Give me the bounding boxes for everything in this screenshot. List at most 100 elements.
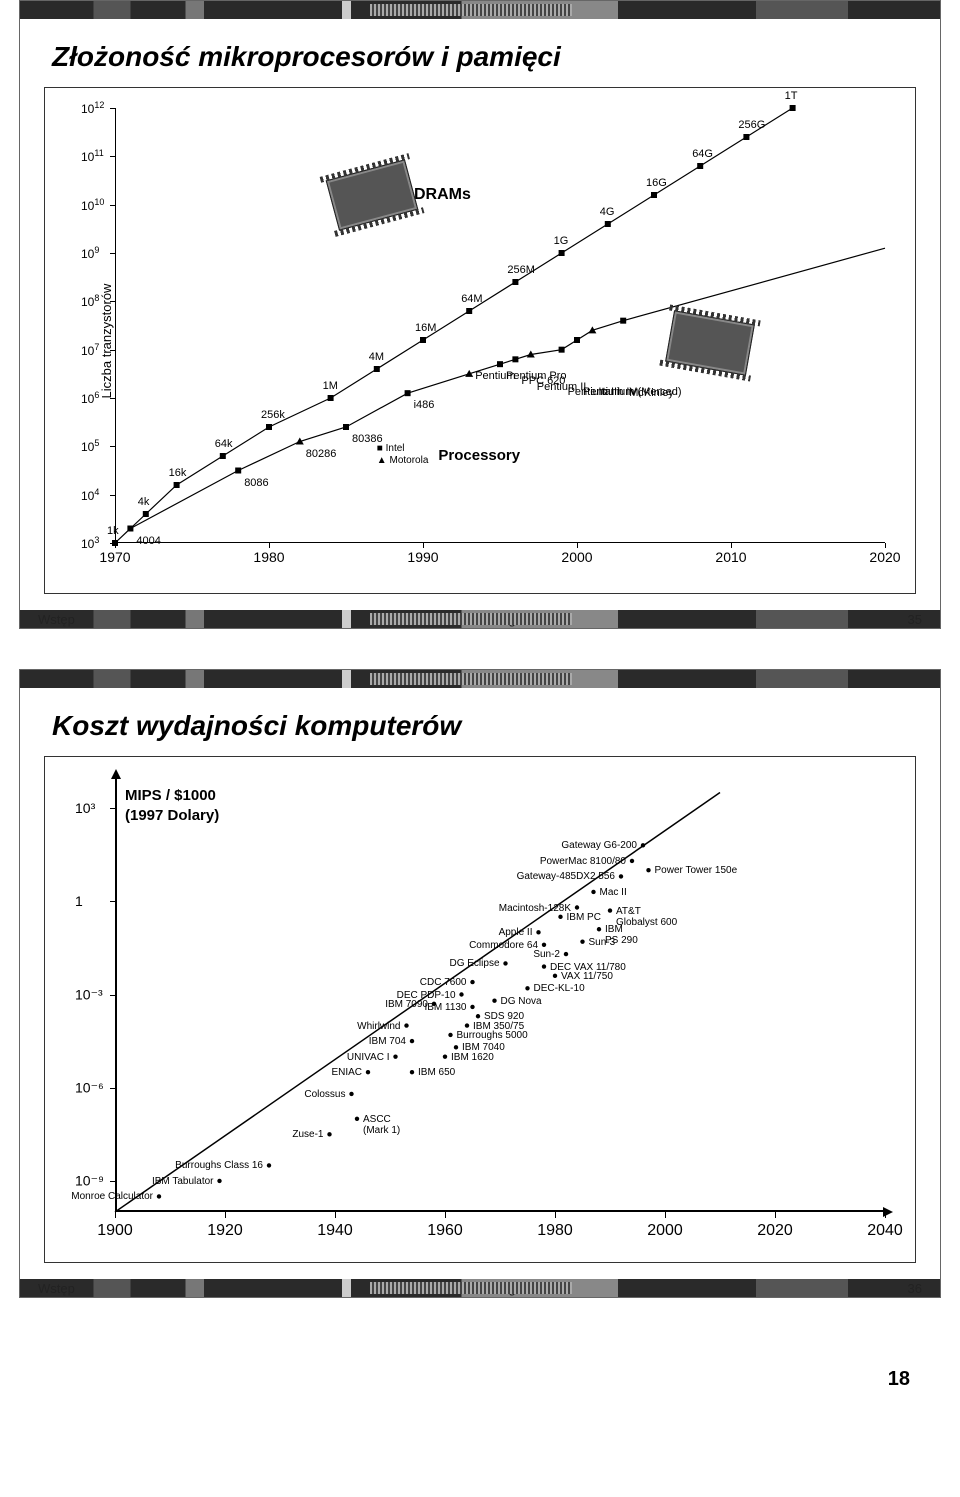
data-point-label: Monroe Calculator [71,1191,153,1202]
data-point-label: DG Nova [501,996,542,1007]
data-point-label: AT&T Globalyst 600 [616,906,677,928]
data-point-label: IBM PC [567,912,601,923]
data-point-label: UNIVAC I [347,1052,390,1063]
data-point-label: Colossus [304,1089,345,1100]
top-deco-bar [20,1,940,19]
data-point-label: IBM 704 [369,1036,406,1047]
x-tick-label: 2040 [867,1222,903,1240]
y-tick-label: 10³ [75,800,95,816]
y-tick-label: 103 [81,535,99,551]
bottom-deco-bar: Wstęp Technologia 35 [20,610,940,628]
chart-svg [115,777,885,1212]
data-point-label: CDC 7600 [420,977,467,988]
data-point-label: ASCC (Mark 1) [363,1114,400,1136]
top-deco-bar [20,670,940,688]
slide-2: Koszt wydajności komputerów MIPS / $1000… [19,669,941,1298]
data-point-label: 256G [738,119,765,131]
data-point-label: 4M [369,351,384,363]
legend: ■ Intel ▲ Motorola [377,443,429,467]
chart-transistor-count: Liczba tranzystorów 10310410510610710810… [44,87,916,594]
data-point-label: Sun-2 [533,949,560,960]
proc-series-label: Processory [438,447,520,464]
data-point-label: Power Tower 150e [655,865,738,876]
data-point-label: 4G [600,206,615,218]
data-point-label: ENIAC [331,1067,362,1078]
data-point-label: PowerMac 8100/80 [540,856,626,867]
data-point-label: 4004 [136,535,160,547]
footer-left: Wstęp [38,612,75,627]
data-point-label: 256M [507,264,535,276]
y-tick-label: 10⁻³ [75,986,103,1003]
data-point-label: 4k [138,496,150,508]
data-point-label: 1M [323,380,338,392]
footer-right: 36 [908,1281,922,1296]
slide-body: Złożoność mikroprocesorów i pamięci Licz… [20,19,940,610]
plot-area: 1k4k16k64k256k1M4M16M64M256M1G4G16G64G25… [115,108,885,543]
data-point-label: DEC PDP-10 [397,990,456,1001]
data-point-label: 256k [261,409,285,421]
x-tick-label: 1940 [317,1222,353,1240]
data-point-label: IBM 7040 [462,1042,505,1053]
x-tick-label: 1970 [99,549,130,565]
data-point-label: 1k [107,525,119,537]
footer-right: 35 [908,612,922,627]
x-tick-label: 2000 [647,1222,683,1240]
y-tick-label: 1010 [81,197,104,213]
chart-svg [115,108,885,543]
processor-chip-icon [665,310,755,375]
data-point-label: Gateway-485DX2 556 [517,871,615,882]
y-tick-label: 10⁻⁹ [75,1172,104,1189]
slide-title: Złożoność mikroprocesorów i pamięci [52,41,916,73]
y-axis-label: Liczba tranzystorów [99,283,114,398]
data-point-label: IBM 1130 [424,1002,466,1013]
data-point-label: IBM Tabulator [152,1176,214,1187]
data-point-label: 1T [785,90,798,102]
x-tick-label: 1980 [253,549,284,565]
slide-1: Złożoność mikroprocesorów i pamięci Licz… [19,0,941,629]
data-point-label: Commodore 64 [469,940,538,951]
data-point-label: 64G [692,148,713,160]
x-tick-label: 1990 [407,549,438,565]
y-tick-label: 104 [81,487,99,503]
plot-area: Monroe CalculatorIBM TabulatorBurroughs … [115,777,885,1212]
y-tick-label: 109 [81,245,99,261]
data-point-label: 16G [646,177,667,189]
data-point-label: 80286 [306,448,337,460]
data-point-label: Whirlwind [357,1021,400,1032]
x-tick-label: 1920 [207,1222,243,1240]
x-tick-label: 2020 [757,1222,793,1240]
footer-center: Technologia [456,1281,525,1296]
x-tick-label: 1900 [97,1222,133,1240]
data-point-label: Mac II [600,887,627,898]
data-point-label: McKinley [629,387,674,399]
footer-left: Wstęp [38,1281,75,1296]
x-tick-label: 2010 [715,549,746,565]
y-tick-label: 10⁻⁶ [75,1079,104,1096]
x-tick-label: 2020 [869,549,900,565]
data-point-label: Burroughs Class 16 [175,1160,263,1171]
y-tick-label: 108 [81,293,99,309]
data-point-label: VAX 11/750 [561,971,613,982]
slide-body: Koszt wydajności komputerów MIPS / $1000… [20,688,940,1279]
data-point-label: DEC-KL-10 [534,983,585,994]
data-point-label: 64M [461,293,482,305]
footer-center: Technologia [456,612,525,627]
y-tick-label: 106 [81,390,99,406]
x-tick-label: 1980 [537,1222,573,1240]
data-point-label: Zuse-1 [292,1129,323,1140]
data-point-label: Macintosh-128K [499,903,571,914]
x-tick-label: 2000 [561,549,592,565]
data-point-label: i486 [414,399,435,411]
chart-mips-per-dollar: MIPS / $1000 (1997 Dolary) 10³110⁻³10⁻⁶1… [44,756,916,1263]
slide-title: Koszt wydajności komputerów [52,710,916,742]
data-point-label: SDS 920 [484,1011,524,1022]
y-tick-label: 107 [81,342,99,358]
data-point-label: 16k [169,467,187,479]
page-number: 18 [0,1338,960,1411]
data-point-label: 8086 [244,477,268,489]
y-tick-label: 1012 [81,100,104,116]
y-tick-label: 1 [75,893,83,909]
data-point-label: 1G [554,235,569,247]
data-point-label: 64k [215,438,233,450]
data-point-label: Gateway G6-200 [561,840,637,851]
